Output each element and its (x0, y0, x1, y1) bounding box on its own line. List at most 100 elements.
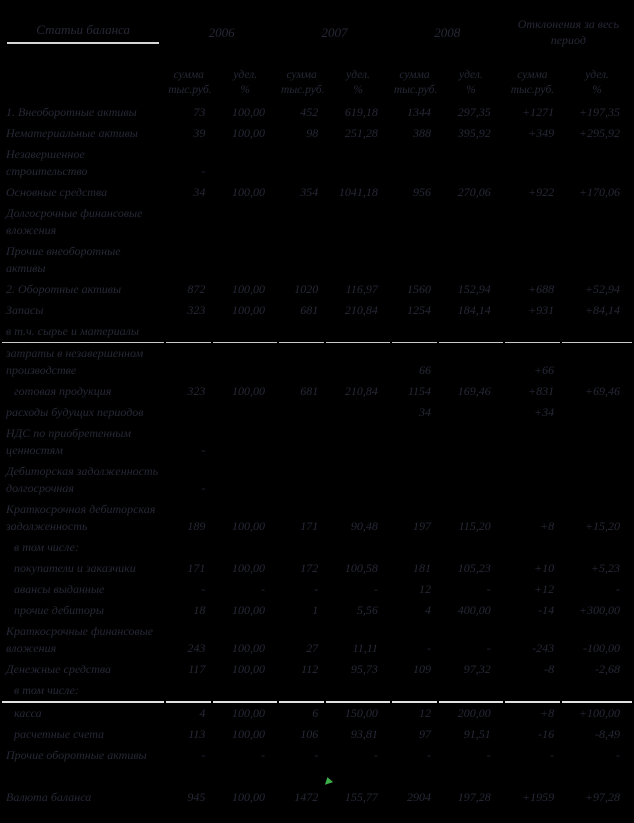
sum-value (279, 680, 325, 703)
sum-value (279, 402, 324, 423)
sum-value: 113 (188, 727, 206, 741)
subheader-pct: удел.% (585, 69, 609, 96)
table-row: 2. Оборотные активы 872 100,00 1020 116,97 15… (2, 279, 632, 300)
pct-value: 115,20 (458, 519, 491, 533)
pct-value (326, 461, 390, 499)
sum-value: 66 (419, 363, 432, 377)
row-label: Денежные средства (6, 662, 112, 676)
row-label: в т.ч. сырье и материалы (2, 321, 165, 343)
sum-value: +1959 (522, 790, 555, 804)
pct-value: - (261, 748, 266, 762)
sum-value: 2904 (407, 790, 432, 804)
sum-value: 1 (312, 603, 319, 617)
year-header-2007: 2007 (321, 24, 348, 40)
pct-value (562, 766, 632, 780)
header-row-subcolumns: сумма тыс.руб. удел.% сумма тыс.руб. удел.% су… (2, 56, 632, 102)
row-label: Запасы (6, 303, 44, 317)
sum-value: 12 (419, 582, 432, 596)
sum-value: - (314, 748, 319, 762)
pct-value (326, 343, 390, 381)
sum-value (166, 766, 211, 780)
sum-value (166, 343, 211, 381)
pct-value (562, 461, 632, 499)
subheader-sum: сумма тыс.руб. (168, 69, 212, 96)
sum-value: +831 (528, 384, 555, 398)
sum-value (505, 461, 560, 499)
sum-value: +66 (534, 363, 555, 377)
row-label: Валюта баланса (6, 790, 92, 804)
pct-value: +84,14 (584, 303, 620, 317)
table-row: 1. Внеоборотные активы 73 100,00 452 619,18 1… (2, 102, 632, 123)
pct-value (439, 203, 503, 241)
pct-value: +100,00 (578, 706, 620, 720)
row-label: НДС по приобретенным ценностям (6, 426, 132, 457)
table-row: Нематериальные активы 39 100,00 98 251,28 388… (2, 123, 632, 144)
sum-value: +349 (528, 126, 555, 140)
sum-value: - (201, 164, 206, 178)
sum-value (279, 321, 325, 343)
pct-value: 155,77 (344, 790, 378, 804)
sum-value: 243 (187, 641, 206, 655)
sum-value: 39 (193, 126, 206, 140)
pct-value: 169,46 (457, 384, 491, 398)
subheader-empty (2, 56, 164, 102)
pct-value (562, 343, 632, 381)
sum-value: +8 (540, 706, 555, 720)
sum-value: 73 (193, 105, 206, 119)
table-title-text: Статьи баланса (7, 21, 160, 44)
sum-value: +12 (534, 582, 555, 596)
sum-value: +8 (540, 519, 555, 533)
sum-value: -8 (544, 662, 555, 676)
pct-value (439, 321, 503, 343)
sum-value: 34 (419, 405, 432, 419)
row-label: Основные средства (6, 185, 108, 199)
pct-value (562, 241, 632, 279)
pct-value: 100,00 (232, 282, 266, 296)
pct-value (326, 241, 390, 279)
table-row: Денежные средства 117 100,00 112 95,73 109 97,… (2, 659, 632, 680)
sum-value (392, 144, 437, 182)
sum-value (279, 537, 324, 558)
table-row: в том числе: (2, 680, 632, 703)
sum-value: -243 (532, 641, 555, 655)
pct-value: +52,94 (584, 282, 620, 296)
sum-value: 34 (193, 185, 206, 199)
pct-value: 619,18 (344, 105, 378, 119)
table-row: Валюта баланса 945 100,00 1472 155,77 2904 197… (2, 780, 632, 808)
row-label: 2. Оборотные активы (6, 282, 122, 296)
pct-value (562, 144, 632, 182)
sum-value: 945 (187, 790, 206, 804)
pct-value (213, 203, 277, 241)
sum-value (166, 203, 211, 241)
sum-value: 681 (300, 384, 319, 398)
sum-value: - (201, 748, 206, 762)
sum-value (279, 423, 324, 461)
sum-value: 1254 (407, 303, 432, 317)
pct-value: - (373, 748, 378, 762)
pct-value: 5,56 (356, 603, 378, 617)
row-label: авансы выданные (14, 582, 105, 596)
pct-value: +197,35 (578, 105, 620, 119)
sum-value: 323 (187, 384, 206, 398)
pct-value (562, 402, 632, 423)
sum-value: 18 (193, 603, 206, 617)
pct-value: 100,00 (232, 384, 266, 398)
pct-value: 91,51 (463, 727, 491, 741)
pct-value: 100,00 (232, 185, 266, 199)
sum-value (392, 241, 437, 279)
sum-value: 97 (419, 727, 432, 741)
sum-value (279, 144, 324, 182)
pct-value: +97,28 (584, 790, 620, 804)
row-label: в том числе: (14, 540, 79, 554)
sum-value (391, 321, 438, 343)
sum-value: 354 (300, 185, 319, 199)
sum-value: 6 (312, 706, 319, 720)
sum-value: +1271 (522, 105, 555, 119)
pct-value: 93,81 (350, 727, 378, 741)
row-label: расчетные счета (14, 727, 105, 741)
row-label: 1. Внеоборотные активы (6, 105, 137, 119)
pct-value (213, 537, 277, 558)
table-row: Краткосрочная дебиторская задолженность 1… (2, 499, 632, 537)
sum-value: +688 (528, 282, 555, 296)
pct-value: 184,14 (457, 303, 491, 317)
